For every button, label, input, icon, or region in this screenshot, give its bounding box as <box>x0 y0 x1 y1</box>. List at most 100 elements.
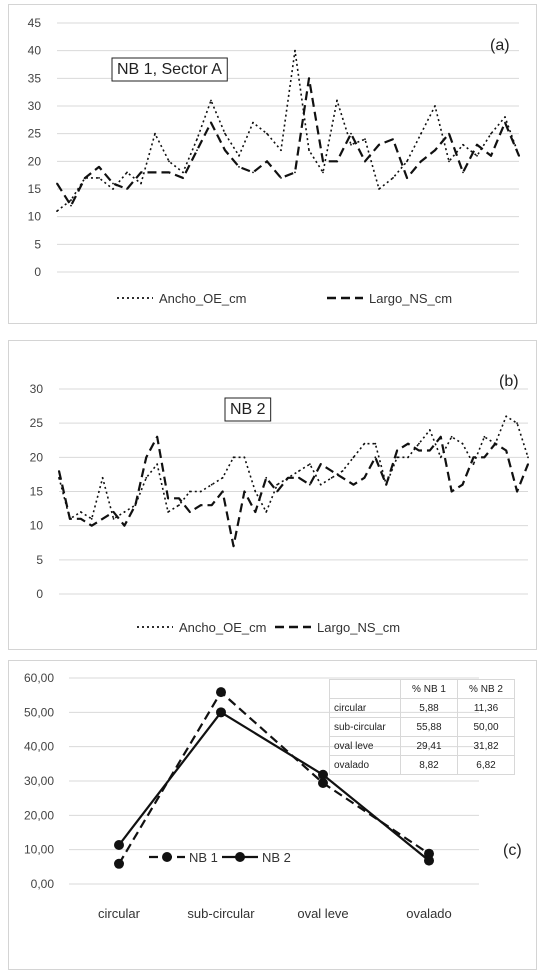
data-point <box>123 511 126 513</box>
data-point <box>56 182 58 185</box>
data-point <box>406 160 408 163</box>
x-tick-label: circular <box>98 906 141 921</box>
panel-tag: (c) <box>503 842 522 859</box>
chart-title-box <box>224 397 272 422</box>
data-point <box>434 149 436 152</box>
data-point <box>396 449 399 452</box>
y-tick-label: 25 <box>28 127 42 141</box>
data-point <box>374 442 377 445</box>
data-point <box>363 476 366 479</box>
data-point <box>392 177 394 179</box>
data-point <box>224 132 226 135</box>
data-point <box>418 442 420 445</box>
table-row: ovalado 8,82 6,82 <box>329 755 515 775</box>
y-tick-label: 15 <box>28 182 42 196</box>
data-point <box>114 839 124 850</box>
data-point <box>238 165 240 168</box>
data-point <box>112 511 115 513</box>
data-point <box>336 160 338 163</box>
y-tick-label: 25 <box>30 416 44 430</box>
data-point <box>434 105 436 107</box>
data-point <box>98 165 100 168</box>
data-point <box>79 517 82 520</box>
y-tick-label: 35 <box>28 71 42 85</box>
data-point <box>210 504 213 507</box>
y-tick-label: 30 <box>30 382 44 396</box>
data-point <box>188 490 191 493</box>
data-point <box>243 456 246 459</box>
data-point <box>70 199 72 201</box>
data-point <box>210 483 213 486</box>
data-point <box>101 476 104 479</box>
data-point <box>178 504 180 507</box>
y-tick-label: 10,00 <box>24 843 54 857</box>
data-point <box>210 121 212 124</box>
y-tick-label: 10 <box>28 210 42 224</box>
data-point <box>341 476 344 479</box>
y-tick-label: 30,00 <box>24 774 54 788</box>
data-point <box>90 524 93 527</box>
data-point <box>319 483 322 486</box>
table-row-label: sub-circular <box>329 717 401 737</box>
legend-label-1: Largo_NS_cm <box>369 291 452 306</box>
series-line-0 <box>56 49 520 212</box>
data-point <box>154 171 156 174</box>
data-point <box>308 77 310 80</box>
data-point <box>462 143 464 146</box>
data-point <box>199 504 202 507</box>
data-point <box>276 483 279 486</box>
data-point <box>385 483 388 486</box>
data-point <box>126 188 128 190</box>
data-point <box>518 154 520 157</box>
y-tick-label: 30 <box>28 99 42 113</box>
data-point <box>308 149 310 152</box>
data-point <box>461 483 464 486</box>
data-point <box>516 490 518 493</box>
data-point <box>516 422 518 425</box>
y-tick-label: 0,00 <box>31 877 55 891</box>
y-tick-label: 40 <box>28 44 42 58</box>
data-point <box>428 449 431 452</box>
data-point <box>216 707 226 718</box>
data-point <box>112 182 114 185</box>
chart-b-svg: 0 5 10 15 20 25 30 NB 2 (b) Ancho_OE_cm Largo_NS_c… <box>30 373 530 635</box>
series-line-1 <box>118 710 430 862</box>
data-point <box>254 511 257 513</box>
y-tick-label: 10 <box>30 519 44 533</box>
data-point <box>188 511 191 513</box>
y-tick-label: 20,00 <box>24 808 54 822</box>
table-row-label: oval leve <box>329 736 401 756</box>
table-cell: 11,36 <box>457 698 515 718</box>
data-point <box>156 463 159 466</box>
legend-label-0: Ancho_OE_cm <box>159 291 246 306</box>
data-point <box>462 171 464 174</box>
table-cell: 50,00 <box>457 717 515 737</box>
data-point <box>472 456 475 459</box>
data-point <box>265 511 268 513</box>
data-point <box>490 132 492 135</box>
legend-label-0: NB 1 <box>189 850 218 865</box>
data-point <box>490 154 492 157</box>
data-point <box>266 132 268 135</box>
data-point <box>56 210 58 213</box>
percentage-table: % NB 1% NB 2 circular 5,88 11,36 sub-circula… <box>329 679 515 775</box>
data-point <box>232 545 235 548</box>
y-tick-label: 0 <box>34 265 41 279</box>
data-point <box>70 204 72 207</box>
data-point <box>123 524 126 527</box>
data-point <box>298 476 300 479</box>
data-point <box>232 456 235 459</box>
data-point <box>276 490 279 493</box>
data-point <box>298 470 300 472</box>
data-point <box>224 149 226 152</box>
data-point <box>196 138 198 141</box>
data-point <box>341 470 344 472</box>
data-point <box>336 99 338 102</box>
data-point <box>101 517 104 520</box>
data-point <box>90 517 93 520</box>
data-point <box>156 435 159 438</box>
data-point <box>504 121 506 124</box>
data-point <box>483 456 486 459</box>
data-point <box>448 160 450 163</box>
data-point <box>318 778 328 789</box>
